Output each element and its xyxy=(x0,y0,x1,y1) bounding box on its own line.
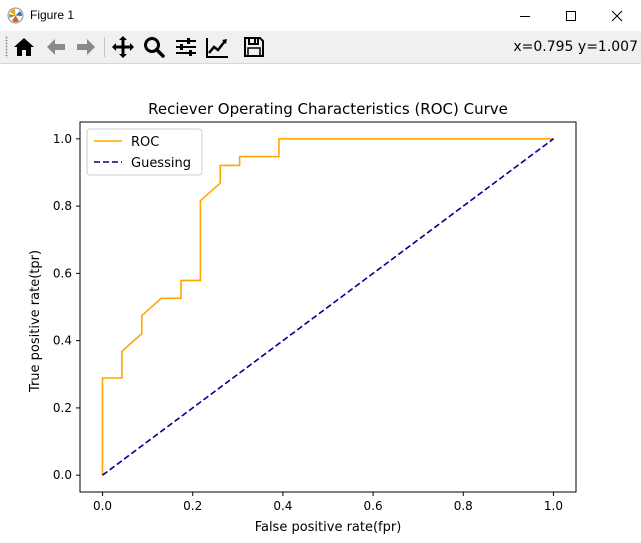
minimize-button[interactable] xyxy=(502,0,548,31)
forward-button[interactable] xyxy=(72,34,100,60)
toolbar-grip[interactable] xyxy=(5,36,8,58)
figure-canvas[interactable]: Reciever Operating Characteristics (ROC)… xyxy=(0,64,641,543)
window-title: Figure 1 xyxy=(30,8,75,22)
matplotlib-icon xyxy=(7,7,24,24)
roc-chart: Reciever Operating Characteristics (ROC)… xyxy=(28,100,577,535)
y-axis-label: True positive rate(tpr) xyxy=(28,250,43,393)
legend-label: Guessing xyxy=(131,156,191,171)
x-tick-label: 0.2 xyxy=(183,499,202,513)
subplots-button[interactable] xyxy=(172,34,200,60)
pan-icon xyxy=(112,36,134,58)
legend: ROC Guessing xyxy=(86,128,203,176)
chart-title: Reciever Operating Characteristics (ROC)… xyxy=(148,100,508,118)
series-line-roc xyxy=(101,138,554,476)
pan-button[interactable] xyxy=(109,34,137,60)
subplots-icon xyxy=(176,38,196,56)
y-tick-label: 0.6 xyxy=(53,266,72,280)
forward-arrow-icon xyxy=(77,39,95,55)
home-button[interactable] xyxy=(10,34,38,60)
edit-axis-icon xyxy=(206,38,228,58)
zoom-button[interactable] xyxy=(140,34,168,60)
close-button[interactable] xyxy=(594,0,640,31)
zoom-icon xyxy=(144,37,165,58)
back-button[interactable] xyxy=(42,34,70,60)
minimize-icon xyxy=(520,16,530,17)
x-tick-label: 0.0 xyxy=(93,499,112,513)
y-tick-label: 0.2 xyxy=(53,401,72,415)
close-icon xyxy=(611,10,623,22)
maximize-icon xyxy=(566,11,576,21)
save-button[interactable] xyxy=(240,34,268,60)
x-tick-label: 0.8 xyxy=(454,499,473,513)
plot-area xyxy=(79,121,577,493)
x-axis-label: False positive rate(fpr) xyxy=(255,520,402,535)
cursor-coordinates: x=0.795 y=1.007 xyxy=(513,39,638,55)
edit-axis-button[interactable] xyxy=(203,34,231,60)
x-tick-label: 1.0 xyxy=(544,499,563,513)
x-tick-label: 0.4 xyxy=(273,499,292,513)
home-icon xyxy=(14,38,34,56)
window-title-bar: Figure 1 xyxy=(0,0,641,31)
y-tick-label: 0.0 xyxy=(53,468,72,482)
y-tick-label: 0.4 xyxy=(53,334,72,348)
save-icon xyxy=(244,37,264,57)
series-line-guessing xyxy=(102,138,554,476)
navigation-toolbar: x=0.795 y=1.007 xyxy=(0,31,641,64)
y-tick-label: 0.8 xyxy=(53,199,72,213)
maximize-button[interactable] xyxy=(548,0,594,31)
toolbar-separator xyxy=(104,37,105,57)
x-tick-label: 0.6 xyxy=(364,499,383,513)
y-tick-label: 1.0 xyxy=(53,132,72,146)
back-arrow-icon xyxy=(47,39,65,55)
legend-label: ROC xyxy=(131,135,159,150)
